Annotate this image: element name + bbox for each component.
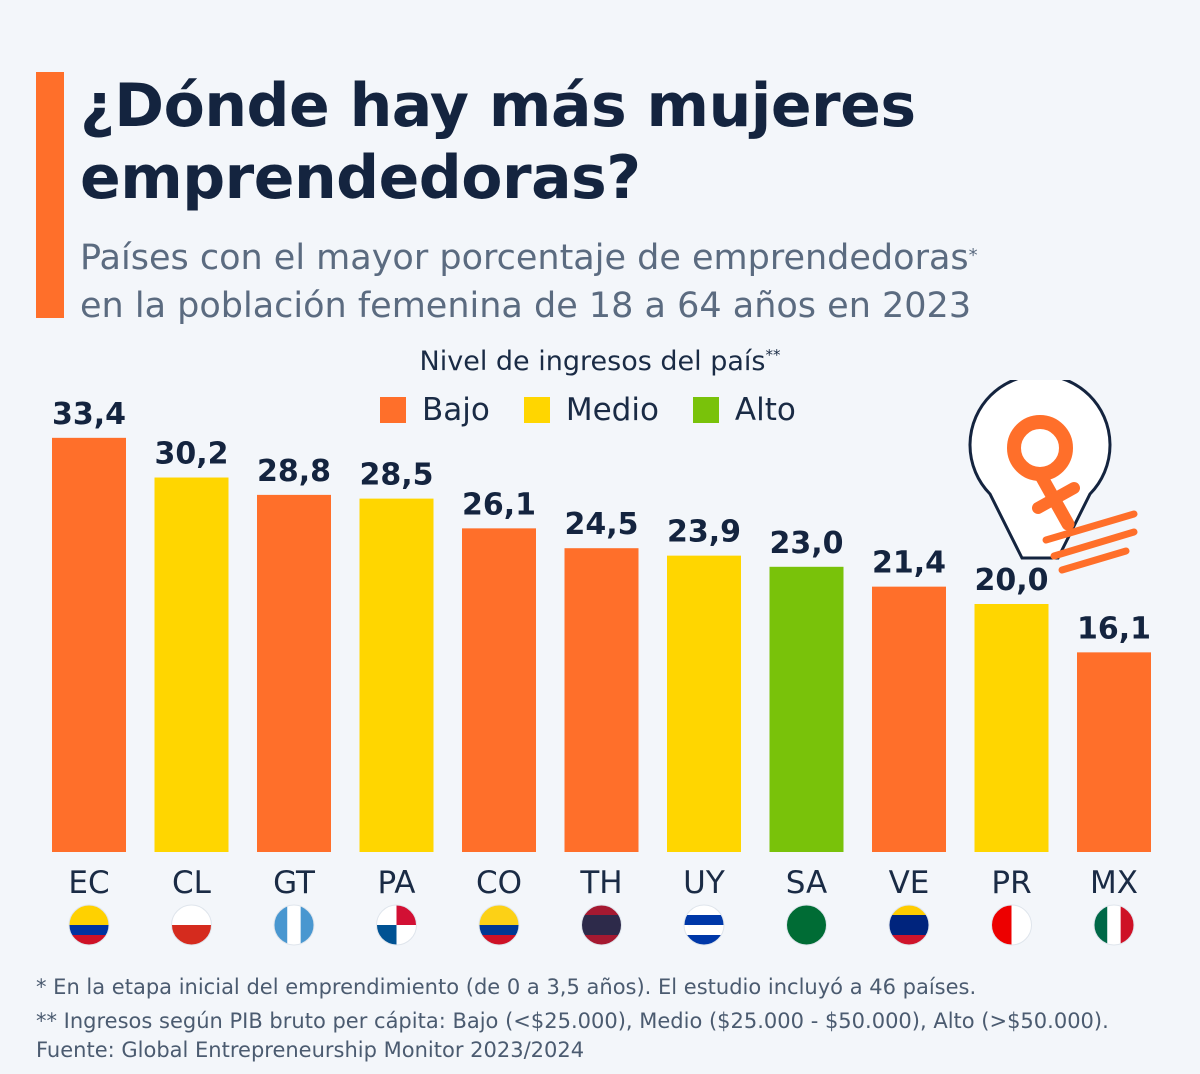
value-label-pa: 28,5: [359, 458, 433, 493]
value-label-ve: 21,4: [872, 546, 946, 581]
flag-gt-icon: [273, 904, 315, 946]
bar-gt: [257, 494, 331, 852]
category-label-gt: GT: [273, 865, 316, 901]
female-lightbulb-icon: [968, 380, 1138, 574]
flag-sa-icon: [786, 904, 827, 946]
category-label-th: TH: [579, 865, 622, 901]
legend-title-text: Nivel de ingresos del país: [419, 346, 766, 377]
bar-cl: [154, 477, 229, 852]
value-label-ec: 33,4: [52, 397, 126, 432]
legend-swatch-bajo: [380, 397, 406, 423]
flag-pa-icon: [376, 904, 417, 946]
subtitle-line-2: en la población femenina de 18 a 64 años…: [80, 286, 972, 326]
value-label-gt: 28,8: [257, 454, 331, 489]
bar-uy: [667, 555, 741, 852]
bar-ve: [872, 586, 946, 852]
footnotes: * En la etapa inicial del emprendimiento…: [36, 970, 1109, 1038]
value-labels-group: 33,4 30,2 28,8 28,5 26,1 24,5 23,9 23,0 21,4 20,0…: [52, 397, 1151, 647]
legend: Bajo Medio Alto: [380, 392, 830, 428]
legend-label-medio: Medio: [565, 392, 659, 428]
source-note: Fuente: Global Entrepreneurship Monitor …: [36, 1038, 585, 1062]
legend-item-medio: Medio: [523, 392, 659, 428]
bar-sa: [769, 566, 844, 852]
bar-pa: [359, 498, 434, 852]
value-label-th: 24,5: [564, 507, 638, 542]
legend-label-bajo: Bajo: [422, 392, 490, 428]
category-label-pr: PR: [991, 865, 1031, 901]
value-label-uy: 23,9: [667, 515, 741, 550]
flag-co-icon: [478, 904, 520, 946]
legend-swatch-medio: [523, 397, 550, 423]
category-label-ec: EC: [68, 865, 109, 901]
category-label-ve: VE: [889, 865, 930, 901]
subtitle-footnote-marker: *: [968, 245, 978, 266]
chart-title: ¿Dónde hay más mujeres emprendedoras?: [80, 71, 916, 213]
value-label-sa: 23,0: [769, 526, 843, 561]
flag-pr-icon: [991, 904, 1032, 946]
category-label-co: CO: [476, 865, 522, 901]
bar-th: [564, 548, 639, 852]
bars-group: [52, 437, 1151, 852]
legend-footnote-marker: **: [765, 346, 781, 364]
category-label-cl: CL: [172, 865, 212, 901]
legend-item-bajo: Bajo: [380, 392, 490, 428]
value-label-pr: 20,0: [974, 563, 1048, 598]
bar-pr: [974, 604, 1049, 852]
category-labels-group: EC CL GT PA CO TH UY SA VE PR MX: [68, 865, 1138, 901]
subtitle-line-1: Países con el mayor porcentaje de empren…: [80, 238, 969, 278]
bar-co: [462, 528, 536, 852]
bar-chart: 33,4 30,2 28,8 28,5 26,1 24,5 23,9 23,0 21,4 20,0…: [52, 380, 1151, 946]
value-label-mx: 16,1: [1077, 611, 1151, 646]
legend-title: Nivel de ingresos del país**: [300, 346, 900, 377]
title-accent-bar: [36, 72, 64, 318]
legend-item-alto: Alto: [692, 392, 796, 428]
flag-ec-icon: [68, 904, 110, 946]
footnote-2: ** Ingresos según PIB bruto per cápita: …: [36, 1009, 1109, 1033]
category-label-sa: SA: [786, 865, 827, 901]
flag-ve-icon: [888, 904, 930, 946]
footnote-1: * En la etapa inicial del emprendimiento…: [36, 975, 977, 999]
flag-mx-icon: [1093, 904, 1135, 946]
bar-ec: [52, 437, 126, 852]
category-label-pa: PA: [378, 865, 416, 901]
chart-subtitle: Países con el mayor porcentaje de empren…: [80, 234, 1140, 330]
flag-uy-icon: [683, 904, 725, 946]
category-label-uy: UY: [683, 865, 725, 901]
legend-swatch-alto: [692, 397, 719, 423]
legend-label-alto: Alto: [734, 392, 796, 428]
value-label-cl: 30,2: [154, 437, 228, 472]
value-label-co: 26,1: [462, 487, 536, 522]
category-label-mx: MX: [1090, 865, 1138, 901]
bar-mx: [1077, 652, 1151, 852]
flags-group: [68, 904, 1135, 946]
flag-cl-icon: [171, 904, 212, 946]
flag-th-icon: [581, 904, 622, 946]
